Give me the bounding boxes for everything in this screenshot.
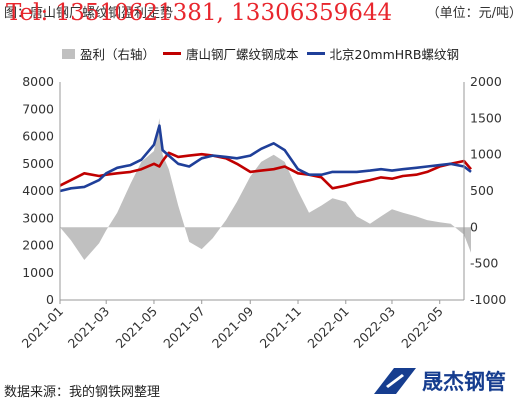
legend-swatch-profit xyxy=(62,48,75,59)
right-tick-label: 2000 xyxy=(470,74,502,89)
x-tick-label: 2021-09 xyxy=(209,303,257,351)
legend-label-cost: 唐山钢厂螺纹钢成本 xyxy=(186,47,299,62)
legend-label-profit: 盈利（右轴） xyxy=(80,47,156,62)
brand-name: 晟杰钢管 xyxy=(422,370,506,394)
unit-label: （单位：元/吨） xyxy=(426,6,522,21)
left-tick-label: 7000 xyxy=(22,101,54,116)
legend-label-price: 北京20mmHRB螺纹钢 xyxy=(329,47,459,62)
profit-area xyxy=(60,118,471,260)
legend-swatch-cost xyxy=(163,52,182,55)
x-tick-label: 2022-01 xyxy=(304,304,352,352)
right-tick-label: 1000 xyxy=(470,147,502,162)
right-tick-label: -1000 xyxy=(470,292,506,307)
left-tick-label: 1000 xyxy=(22,265,54,280)
right-tick-label: 0 xyxy=(470,219,478,234)
brand-logo: 晟杰钢管 xyxy=(372,366,506,396)
right-tick-label: 1500 xyxy=(470,110,502,125)
left-tick-label: 0 xyxy=(46,292,54,307)
x-tick-label: 2021-03 xyxy=(65,304,113,352)
price-series-line xyxy=(59,124,472,193)
chart-legend: 盈利（右轴） 唐山钢厂螺纹钢成本 北京20mmHRB螺纹钢 xyxy=(62,44,467,63)
legend-swatch-price xyxy=(306,52,325,55)
price-lines-layer xyxy=(59,124,472,193)
profit-area-layer xyxy=(60,118,471,260)
x-tick-label: 2021-01 xyxy=(19,304,67,352)
chart-title: 图：唐山钢厂螺纹钢盈利走势 xyxy=(4,6,174,21)
axes-layer xyxy=(59,82,465,304)
right-tick-label: 500 xyxy=(470,183,494,198)
left-tick-label: 3000 xyxy=(22,210,54,225)
x-tick-label: 2021-05 xyxy=(113,304,161,352)
legend-item-profit: 盈利（右轴） xyxy=(62,44,155,63)
x-tick-label: 2022-05 xyxy=(398,304,446,352)
x-tick-label: 2022-03 xyxy=(351,304,399,352)
contact-watermark: Tel: 13510621381, 13306359644 xyxy=(6,0,393,26)
left-tick-label: 4000 xyxy=(22,183,54,198)
brand-mark-icon xyxy=(374,368,416,394)
left-tick-label: 5000 xyxy=(22,156,54,171)
right-tick-label: -500 xyxy=(470,256,498,271)
cost-series-line xyxy=(59,151,472,190)
left-tick-label: 6000 xyxy=(22,129,54,144)
x-tick-label: 2021-11 xyxy=(257,304,305,352)
left-tick-label: 8000 xyxy=(22,74,54,89)
legend-item-price: 北京20mmHRB螺纹钢 xyxy=(306,44,459,63)
legend-item-cost: 唐山钢厂螺纹钢成本 xyxy=(163,44,299,63)
x-tick-label: 2021-07 xyxy=(160,304,208,352)
left-tick-label: 2000 xyxy=(22,238,54,253)
data-source-note: 数据来源：我的钢铁网整理 xyxy=(4,385,161,400)
